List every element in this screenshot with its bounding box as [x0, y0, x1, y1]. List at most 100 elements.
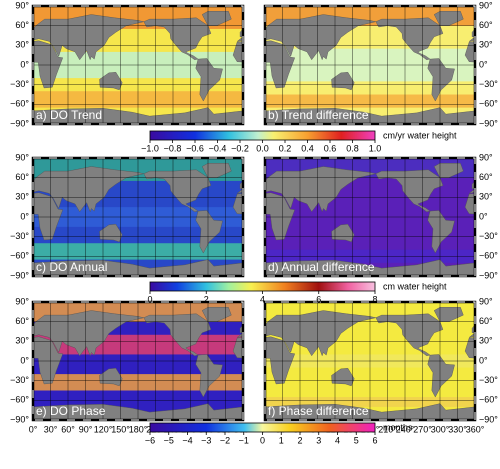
land	[331, 224, 355, 243]
lat-tick-label: 30°	[479, 40, 493, 50]
colorbar-tick-label: 1.0	[369, 143, 382, 153]
colorbar-unit: cm/yr water height	[383, 130, 457, 140]
lat-tick-label: 0°	[20, 59, 29, 69]
colorbar-tick-label: −0.4	[209, 143, 227, 153]
land	[99, 72, 123, 91]
lat-tick-label: 0°	[20, 355, 29, 365]
frame-inner	[264, 301, 476, 421]
colorbar-tick-label: 6	[372, 435, 377, 445]
lat-tick-label: 90°	[15, 296, 29, 306]
colorbar-unit: months	[383, 422, 413, 432]
land	[232, 41, 243, 63]
colorbar-tick-label: 4	[335, 435, 340, 445]
colorbar	[149, 422, 376, 433]
lon-tick-label: 300°	[431, 424, 450, 434]
colorbar-tick-label: 6	[316, 294, 321, 304]
map-body	[265, 6, 475, 124]
lat-tick-label: −60°	[10, 395, 29, 405]
panel-label: d) Annual difference	[268, 260, 375, 274]
lat-tick-label: −90°	[479, 118, 498, 128]
land	[265, 40, 296, 89]
frame-inner	[32, 157, 244, 277]
lat-tick-label: 90°	[15, 152, 29, 162]
land	[33, 40, 64, 89]
land	[99, 368, 123, 387]
map-body	[33, 302, 243, 420]
lat-tick-label: 90°	[479, 296, 493, 306]
land	[469, 324, 475, 338]
lat-tick-label: 60°	[15, 20, 29, 30]
lon-tick-label: 330°	[448, 424, 467, 434]
lat-tick-label: 90°	[15, 0, 29, 10]
lat-tick-label: 30°	[15, 40, 29, 50]
colorbar-tick-label: 3	[316, 435, 321, 445]
colorbar-tick-label: −5	[164, 435, 174, 445]
frame-inner	[264, 157, 476, 277]
lat-tick-label: 90°	[479, 152, 493, 162]
lon-tick-label: 270°	[413, 424, 432, 434]
lat-tick-label: 0°	[20, 211, 29, 221]
map-panel: b) Trend difference 90° 60° 30° 0° −30° −60° −9…	[263, 0, 498, 128]
lon-tick-label: 180°	[129, 424, 148, 434]
colorbar-tick-label: −0.8	[164, 143, 182, 153]
frame-inner	[264, 5, 476, 125]
land	[265, 336, 296, 385]
land	[237, 324, 243, 338]
lat-tick-label: −30°	[10, 375, 29, 385]
lat-tick-label: 30°	[15, 192, 29, 202]
frame-inner	[32, 5, 244, 125]
lat-tick-label: −30°	[479, 375, 498, 385]
colorbar-tick-label: 0.6	[324, 143, 337, 153]
lat-tick-label: −90°	[10, 118, 29, 128]
land	[464, 193, 475, 215]
lat-tick-label: −90°	[10, 414, 29, 424]
map-panel: a) DO Trend 90° 60° 30° 0° −30° −60° −90°	[10, 0, 245, 128]
colorbar-tick-label: −4	[182, 435, 192, 445]
map-body	[265, 302, 475, 420]
colorbar-tick-label: −0.6	[186, 143, 204, 153]
land	[143, 169, 212, 212]
land	[143, 17, 212, 60]
land	[331, 72, 355, 91]
lon-tick-label: 0°	[29, 424, 38, 434]
lat-tick-label: 60°	[479, 316, 493, 326]
colorbar-tick-label: 0	[260, 435, 265, 445]
panel-label: f) Phase difference	[268, 404, 369, 418]
lat-tick-label: −30°	[10, 79, 29, 89]
lat-tick-label: −60°	[479, 251, 498, 261]
lat-tick-label: 30°	[15, 336, 29, 346]
land	[375, 313, 444, 356]
lon-tick-label: 90°	[79, 424, 93, 434]
colorbar-tick-label: −0.2	[231, 143, 249, 153]
lat-tick-label: 60°	[15, 172, 29, 182]
colorbar-tick-label: −2	[220, 435, 230, 445]
land	[331, 368, 355, 387]
land	[265, 192, 296, 241]
lon-tick-label: 360°	[466, 424, 485, 434]
land	[464, 337, 475, 359]
lat-tick-label: −60°	[10, 99, 29, 109]
land	[464, 41, 475, 63]
colorbar-tick-label: −3	[201, 435, 211, 445]
colorbar-tick-label: 0.8	[346, 143, 359, 153]
lat-tick-label: 60°	[479, 20, 493, 30]
lat-tick-label: 90°	[479, 0, 493, 10]
lon-tick-label: 210°	[378, 424, 397, 434]
land	[237, 180, 243, 194]
lat-tick-label: −60°	[479, 395, 498, 405]
lat-tick-label: 0°	[479, 59, 488, 69]
lat-tick-label: −30°	[479, 231, 498, 241]
colorbar-tick-label: 1	[279, 435, 284, 445]
land	[469, 180, 475, 194]
map-panel: d) Annual difference 90° 60° 30° 0° −30° −60° −…	[263, 152, 498, 280]
lat-tick-label: 30°	[479, 336, 493, 346]
frame-inner	[32, 301, 244, 421]
colorbar-tick-label: 5	[354, 435, 359, 445]
colorbar-tick-label: −6	[145, 435, 155, 445]
land	[375, 169, 444, 212]
land	[143, 313, 212, 356]
map-body	[33, 6, 243, 124]
panel-label: a) DO Trend	[36, 108, 102, 122]
